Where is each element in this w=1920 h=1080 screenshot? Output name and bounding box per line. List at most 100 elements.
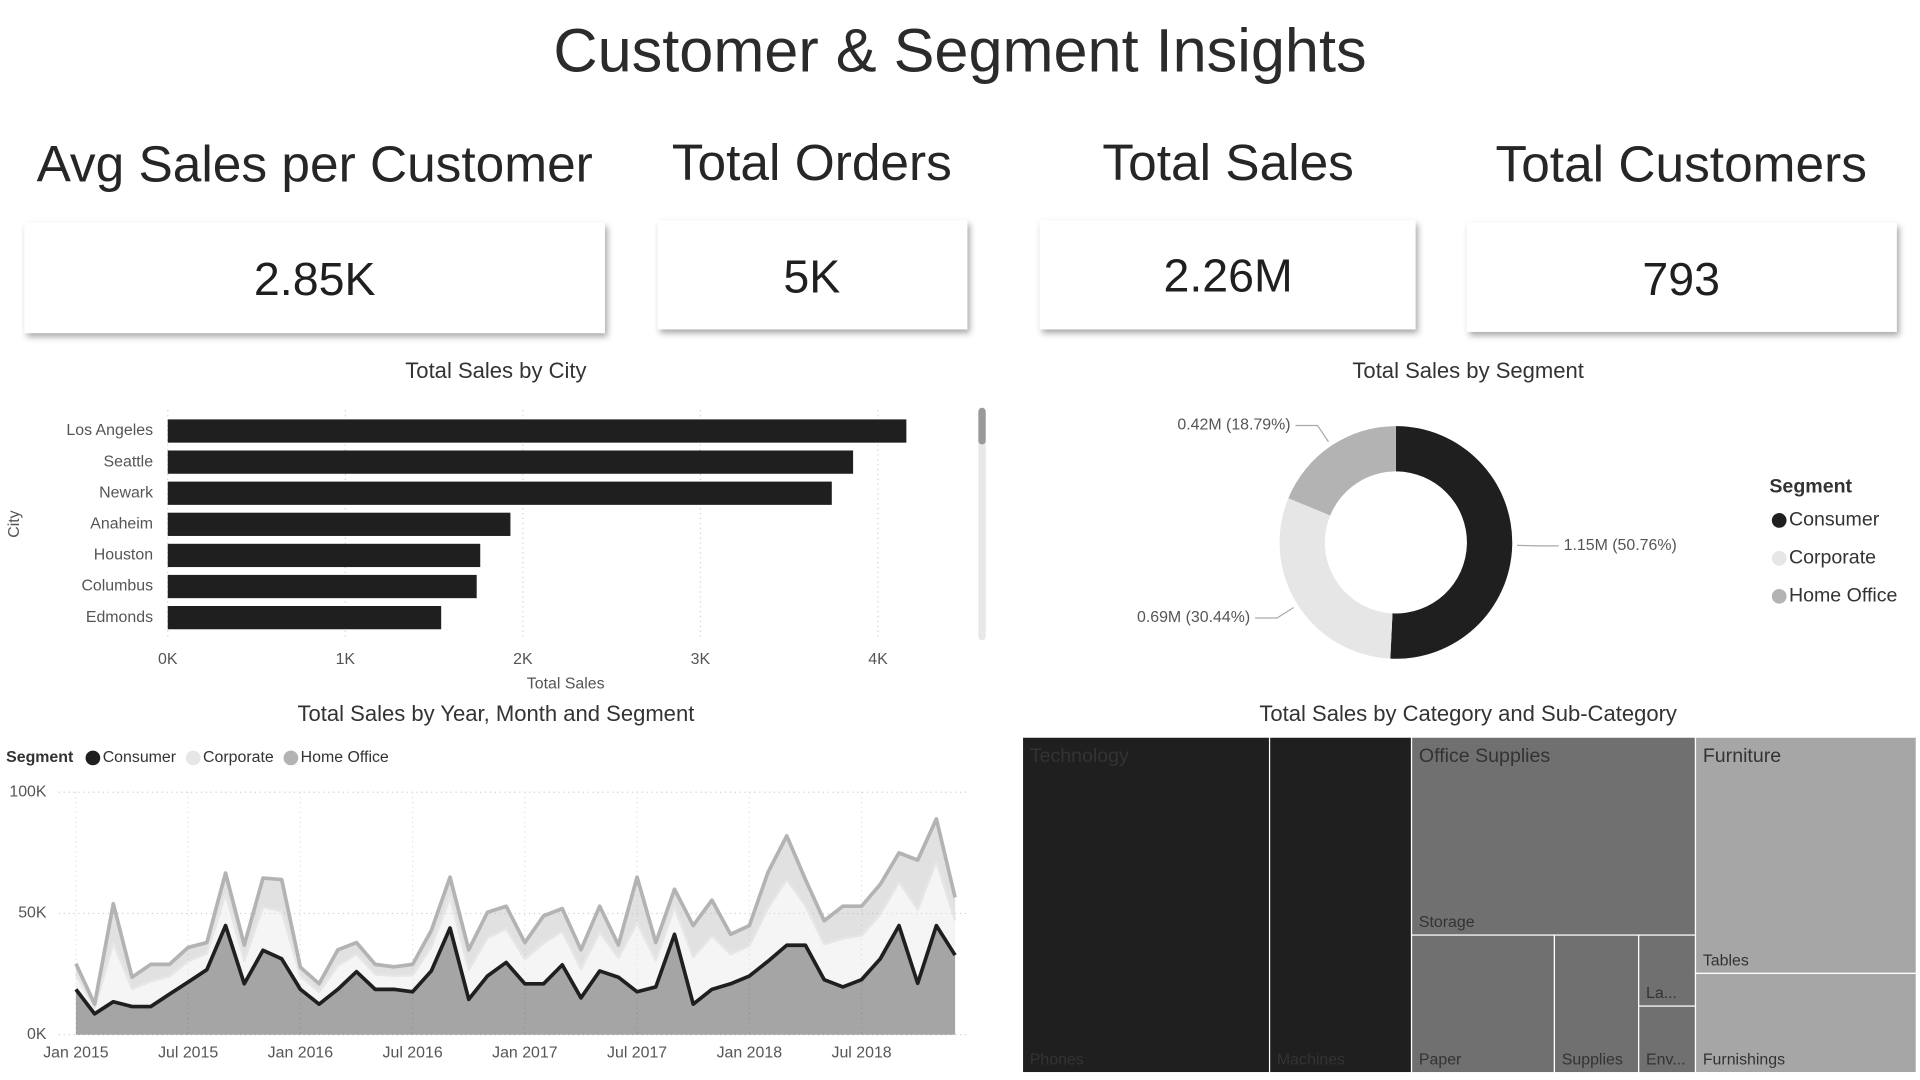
- kpi-label: Avg Sales per Customer: [37, 134, 593, 192]
- y-tick-label: Anaheim: [90, 516, 153, 533]
- x-tick-label: Jul 2015: [158, 1044, 218, 1061]
- donut-slice: [1390, 426, 1513, 659]
- y-axis-title: City: [6, 510, 23, 537]
- legend-label: Consumer: [103, 749, 177, 766]
- chart-title: Total Sales by Year, Month and Segment: [297, 701, 694, 726]
- kpi-value: 2.26M: [1164, 249, 1293, 301]
- x-tick-label: Jul 2018: [832, 1044, 892, 1061]
- kpi-label: Total Sales: [1102, 133, 1353, 191]
- legend-label: Consumer: [1789, 509, 1880, 531]
- leader-line: [1295, 424, 1329, 443]
- kpi-label: Total Orders: [672, 133, 952, 191]
- treemap-tile: [1694, 972, 1917, 1074]
- legend-marker: [1771, 551, 1787, 566]
- y-tick-label: 100K: [9, 783, 47, 800]
- tile-label: Phones: [1030, 1052, 1084, 1069]
- legend-marker: [85, 750, 101, 766]
- x-tick-label: 3K: [691, 651, 711, 668]
- line: [74, 923, 957, 1016]
- data-label: 1.15M (50.76%): [1564, 537, 1677, 554]
- scrollbar-thumb[interactable]: [978, 407, 986, 445]
- kpi-label: Total Customers: [1496, 134, 1867, 192]
- category-label: Furniture: [1703, 745, 1781, 767]
- bar: [167, 606, 442, 630]
- kpi-card: [1039, 220, 1416, 330]
- x-axis-title: Total Sales: [527, 676, 605, 693]
- legend-marker: [185, 750, 201, 766]
- legend-marker: [283, 750, 299, 766]
- treemap-tile: [1638, 1005, 1697, 1074]
- legend-label: Home Office: [301, 749, 389, 766]
- bar: [167, 419, 907, 443]
- y-tick-label: 0K: [27, 1026, 47, 1043]
- kpi-value: 793: [1642, 253, 1720, 305]
- bar: [167, 574, 477, 599]
- legend-title: Segment: [6, 749, 74, 766]
- area: [75, 861, 956, 1014]
- y-tick-label: Columbus: [81, 578, 153, 595]
- legend-marker: [1771, 513, 1787, 528]
- scrollbar-track[interactable]: [978, 407, 986, 641]
- kpi-card: [1466, 222, 1897, 332]
- kpi-value: 5K: [783, 251, 840, 303]
- tile-label: Supplies: [1562, 1052, 1623, 1069]
- legend-label: Corporate: [203, 749, 274, 766]
- line: [74, 860, 957, 1010]
- treemap-tile: [1021, 736, 1271, 1074]
- bar: [167, 543, 481, 568]
- y-tick-label: Newark: [99, 484, 153, 501]
- x-tick-label: Jul 2017: [607, 1044, 667, 1061]
- x-tick-label: Jul 2016: [383, 1044, 443, 1061]
- treemap-tile: [1694, 736, 1917, 974]
- kpi-card: [24, 222, 605, 334]
- x-tick-label: Jan 2015: [43, 1044, 109, 1061]
- line: [74, 817, 957, 1006]
- leader-line: [1255, 606, 1294, 619]
- bar: [167, 512, 511, 536]
- y-tick-label: Seattle: [104, 453, 154, 470]
- chart-title: Total Sales by Segment: [1352, 358, 1583, 383]
- tile-label: Env...: [1646, 1052, 1686, 1069]
- tile-label: Machines: [1277, 1052, 1345, 1069]
- donut-slice: [1288, 426, 1396, 516]
- kpi-cards: Avg Sales per Customer 2.85K Total Order…: [24, 133, 1897, 334]
- treemap-tile: [1410, 934, 1556, 1074]
- page-title: Customer & Segment Insights: [553, 16, 1366, 84]
- x-tick-label: 0K: [158, 651, 178, 668]
- category-label: Office Supplies: [1419, 745, 1551, 767]
- treemap-tile: [1553, 934, 1640, 1074]
- data-label: 0.69M (30.44%): [1137, 609, 1250, 626]
- treemap-tile: [1268, 736, 1413, 1074]
- legend-label: Corporate: [1789, 547, 1876, 569]
- bar: [167, 481, 832, 505]
- x-tick-label: 4K: [868, 651, 888, 668]
- tile-label: Storage: [1419, 914, 1475, 931]
- y-tick-label: Los Angeles: [66, 422, 153, 439]
- x-tick-label: Jan 2016: [268, 1044, 334, 1061]
- bar: [167, 450, 854, 474]
- tile-label: Tables: [1703, 952, 1749, 969]
- x-tick-label: 2K: [513, 651, 533, 668]
- legend-label: Home Office: [1789, 584, 1898, 606]
- category-label: Technology: [1030, 745, 1129, 767]
- y-tick-label: Edmonds: [86, 609, 153, 626]
- area: [75, 925, 956, 1035]
- x-tick-label: Jan 2018: [717, 1044, 783, 1061]
- tile-label: Furnishings: [1703, 1052, 1785, 1069]
- y-tick-label: 50K: [18, 905, 47, 922]
- chart-title: Total Sales by Category and Sub-Category: [1259, 701, 1677, 726]
- legend-marker: [1771, 588, 1787, 604]
- tile-label: Paper: [1419, 1052, 1462, 1069]
- chart-title: Total Sales by City: [405, 358, 586, 383]
- x-tick-label: Jan 2017: [492, 1044, 558, 1061]
- kpi-value: 2.85K: [254, 253, 376, 305]
- y-tick-label: Houston: [94, 547, 153, 564]
- x-tick-label: 1K: [336, 651, 356, 668]
- kpi-card: [657, 220, 968, 330]
- donut-slice: [1279, 498, 1393, 659]
- tile-label: La...: [1646, 985, 1677, 1002]
- legend-title: Segment: [1769, 476, 1852, 498]
